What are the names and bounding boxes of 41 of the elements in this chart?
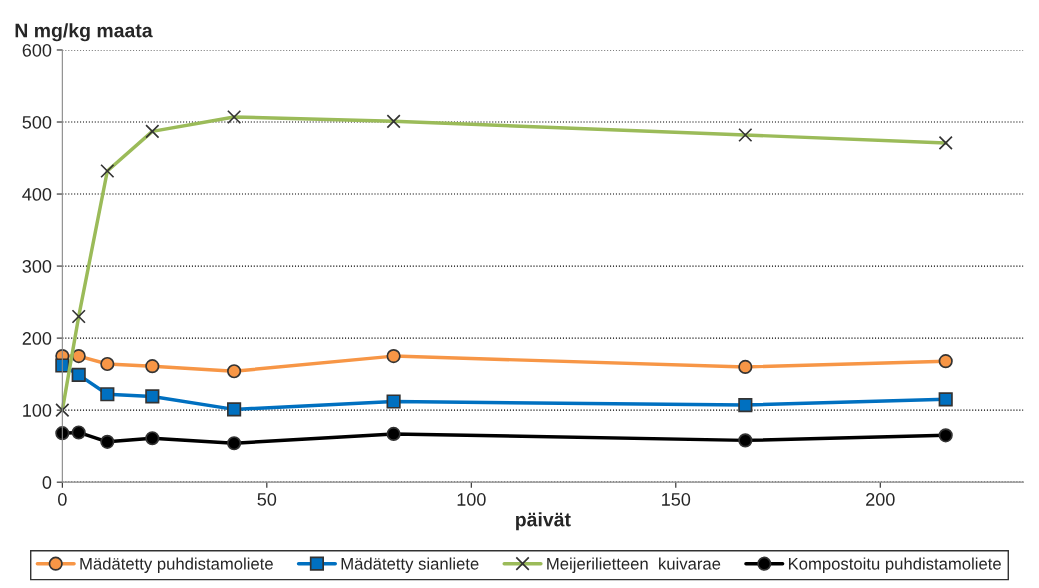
point — [227, 364, 242, 379]
x-tick-label: 0 — [58, 493, 67, 506]
y-tick-label: 400 — [22, 187, 52, 201]
point — [938, 428, 953, 443]
point — [938, 392, 953, 407]
point — [71, 349, 86, 364]
point — [386, 426, 401, 441]
point — [100, 434, 115, 449]
point — [386, 349, 401, 364]
point — [71, 367, 86, 382]
point — [145, 359, 160, 374]
point — [145, 389, 160, 404]
point — [738, 433, 753, 448]
x-tick-label: 200 — [866, 493, 895, 506]
point — [71, 425, 86, 440]
y-tick-label: 500 — [22, 115, 52, 129]
point — [145, 431, 160, 446]
y-tick-label: 300 — [22, 260, 52, 273]
y-tick-label: 0 — [42, 476, 52, 489]
point — [100, 387, 115, 402]
point — [227, 436, 242, 451]
x-tick-label: 100 — [457, 493, 486, 506]
point — [938, 354, 953, 369]
x-axis-title: päivät — [516, 512, 571, 531]
legend-label: Kompostoitu puhdistamoliete — [788, 557, 1001, 573]
point — [738, 359, 753, 374]
legend-label: Meijerilietteen kuivarae — [547, 557, 721, 573]
legend-label: Mädätetty puhdistamoliete — [80, 557, 273, 573]
legend-label: Mädätetty sianliete — [341, 557, 479, 573]
y-tick-label: 200 — [22, 332, 52, 345]
point — [55, 358, 70, 373]
y-axis-title: N mg/kg maata — [15, 23, 153, 42]
y-tick-label: 100 — [23, 404, 52, 417]
point — [227, 402, 242, 417]
point — [100, 356, 115, 372]
point — [386, 394, 401, 409]
x-tick-label: 50 — [257, 493, 277, 506]
point — [738, 398, 753, 413]
point — [55, 426, 70, 441]
y-tick-label: 600 — [22, 43, 52, 57]
x-tick-label: 150 — [662, 493, 691, 506]
